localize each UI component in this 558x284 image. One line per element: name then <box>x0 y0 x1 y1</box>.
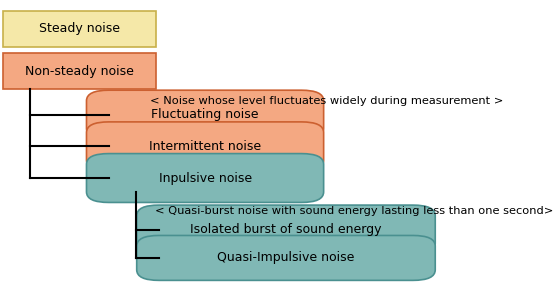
FancyBboxPatch shape <box>86 122 324 171</box>
FancyBboxPatch shape <box>86 90 324 139</box>
FancyBboxPatch shape <box>3 11 156 47</box>
Text: Isolated burst of sound energy: Isolated burst of sound energy <box>190 223 382 236</box>
Text: Steady noise: Steady noise <box>39 22 120 35</box>
Text: Non-steady noise: Non-steady noise <box>25 64 134 78</box>
Text: Quasi-Impulsive noise: Quasi-Impulsive noise <box>217 251 355 264</box>
FancyBboxPatch shape <box>137 235 435 280</box>
Text: < Quasi-burst noise with sound energy lasting less than one second>: < Quasi-burst noise with sound energy la… <box>155 206 554 216</box>
FancyBboxPatch shape <box>3 53 156 89</box>
FancyBboxPatch shape <box>137 205 435 254</box>
Text: Inpulsive noise: Inpulsive noise <box>158 172 252 185</box>
FancyBboxPatch shape <box>86 154 324 202</box>
Text: < Noise whose level fluctuates widely during measurement >: < Noise whose level fluctuates widely du… <box>150 96 503 106</box>
Text: Intermittent noise: Intermittent noise <box>149 140 261 153</box>
Text: Fluctuating noise: Fluctuating noise <box>151 108 259 121</box>
